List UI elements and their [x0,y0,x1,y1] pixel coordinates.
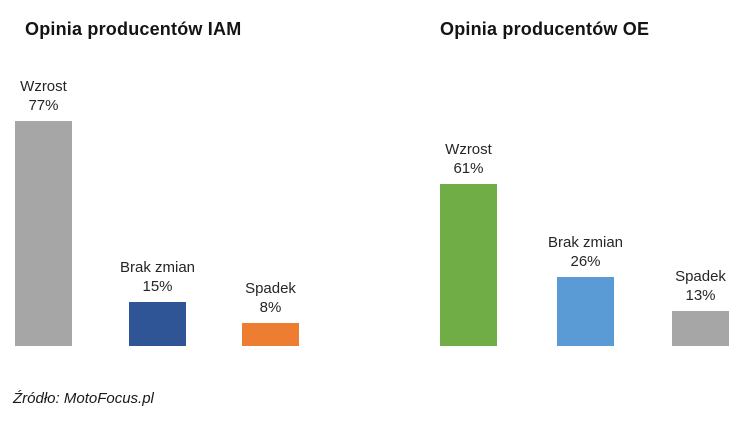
bar-group-oe-spadek: Spadek 13% [672,267,729,346]
bar-iam-spadek [242,323,299,346]
bar-group-iam-spadek: Spadek 8% [242,279,299,346]
bar-category-label: Spadek [675,268,726,285]
bar-group-iam-wzrost: Wzrost 77% [15,77,72,346]
bar-value-label: 15% [142,278,173,295]
bar-iam-brak-zmian [129,302,186,346]
bar-label-iam-spadek: Spadek 8% [245,279,296,317]
bar-category-label: Spadek [245,280,296,297]
chart-title-iam: Opinia producentów IAM [25,19,242,39]
bar-label-oe-brak-zmian: Brak zmian 26% [548,233,623,271]
bar-label-iam-brak-zmian: Brak zmian 15% [120,258,195,296]
bar-category-label: Wzrost [445,141,492,158]
bar-value-label: 13% [685,287,716,304]
bar-value-label: 77% [28,97,59,114]
bar-iam-wzrost [15,121,72,346]
bar-label-iam-wzrost: Wzrost 77% [20,77,67,115]
bar-value-label: 26% [570,253,601,270]
chart-title-oe: Opinia producentów OE [440,19,650,39]
bar-value-label: 61% [453,160,484,177]
bar-label-oe-wzrost: Wzrost 61% [445,140,492,178]
bar-group-oe-wzrost: Wzrost 61% [440,140,497,346]
source-caption: Źródło: MotoFocus.pl [13,390,154,407]
bar-oe-wzrost [440,184,497,346]
bar-value-label: 8% [259,299,282,316]
bar-label-oe-spadek: Spadek 13% [675,267,726,305]
bar-group-iam-brak-zmian: Brak zmian 15% [120,258,195,346]
bar-oe-spadek [672,311,729,346]
bar-category-label: Brak zmian [547,234,624,251]
bar-category-label: Brak zmian [119,259,196,276]
bar-category-label: Wzrost [20,78,67,95]
bar-oe-brak-zmian [557,277,614,346]
bar-group-oe-brak-zmian: Brak zmian 26% [548,233,623,346]
